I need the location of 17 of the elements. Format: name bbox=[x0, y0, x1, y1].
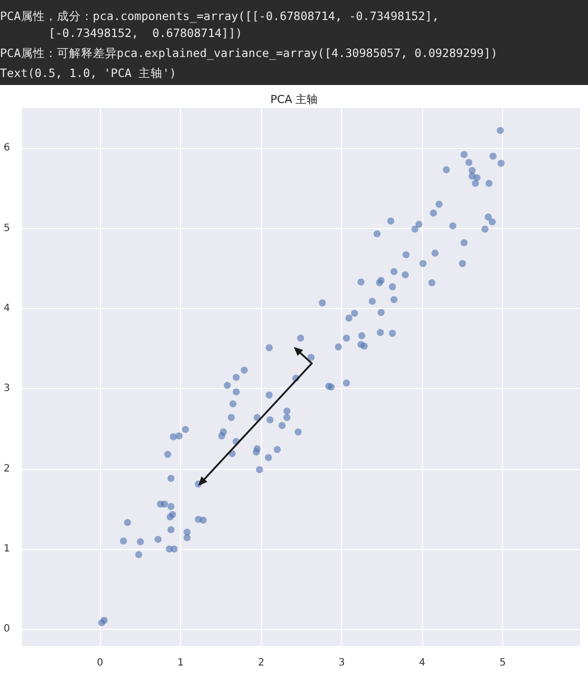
text: PCA属性，成分：pca.components_=array([[-0.67808714, -0.73498152], [-0.73498152, 0.67808714]]) bbox=[0, 8, 440, 42]
text: PCA属性：可解释差异pca.explained_variance_=array([4.30985057, 0.09289299]) bbox=[0, 45, 499, 62]
y-tick-label: 4 bbox=[4, 302, 10, 314]
x-tick-label: 2 bbox=[258, 658, 264, 668]
text: Text(0.5, 1.0, 'PCA 主轴') bbox=[0, 65, 178, 82]
y-tick-label: 5 bbox=[4, 222, 10, 234]
x-tick-label: 0 bbox=[96, 658, 104, 668]
y-tick-label: 1 bbox=[4, 543, 10, 554]
y-tick-label: 0 bbox=[4, 624, 10, 635]
y-tick-label: 6 bbox=[4, 142, 10, 154]
y-tick-label: 3 bbox=[4, 383, 10, 394]
x-tick-label: 3 bbox=[338, 658, 345, 668]
y-tick-label: 2 bbox=[4, 463, 10, 474]
x-tick-label: 5 bbox=[500, 658, 506, 668]
x-tick-label: 4 bbox=[418, 658, 426, 668]
x-tick-label: 1 bbox=[177, 658, 184, 668]
chart-title: PCA 主轴 bbox=[270, 93, 318, 106]
